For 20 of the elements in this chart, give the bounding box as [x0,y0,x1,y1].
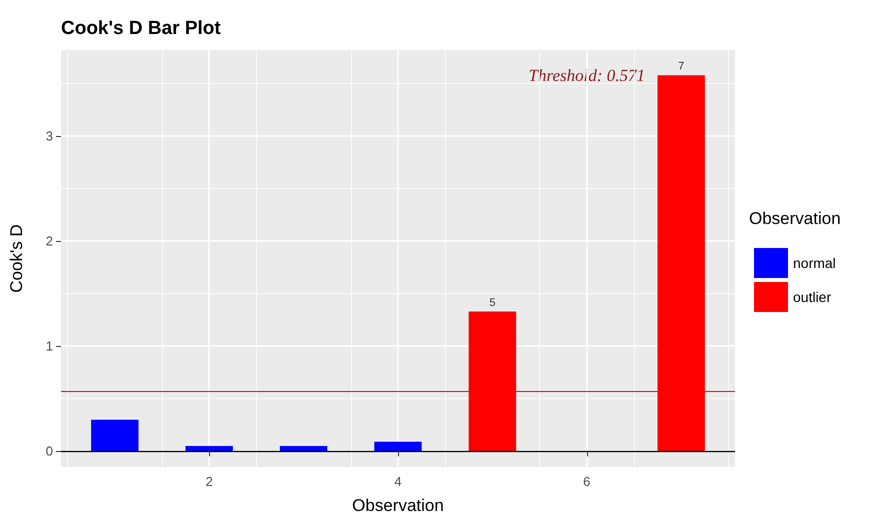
x-tick-label: 6 [583,474,590,489]
legend-label: outlier [793,289,832,305]
annotation: 5 [489,297,496,310]
y-tick-label: 3 [46,128,53,144]
chart-title: Cook's D Bar Plot [61,18,222,39]
annotation: 7 [678,60,684,73]
bar [91,420,139,452]
bar [186,446,233,452]
bar [374,442,422,452]
y-tick-label: 1 [46,338,53,354]
annotation: Threshold: 0.571 [528,66,646,85]
y-axis-title: Cook's D [7,224,26,293]
y-tick-label: 0 [46,444,53,459]
bar [280,446,328,452]
x-axis-title: Observation [352,496,444,515]
legend-title: Observation [749,209,841,228]
legend-label: normal [793,255,836,271]
x-tick-label: 4 [394,474,402,489]
y-tick-label: 2 [46,234,53,249]
x-tick-label: 2 [206,474,213,489]
